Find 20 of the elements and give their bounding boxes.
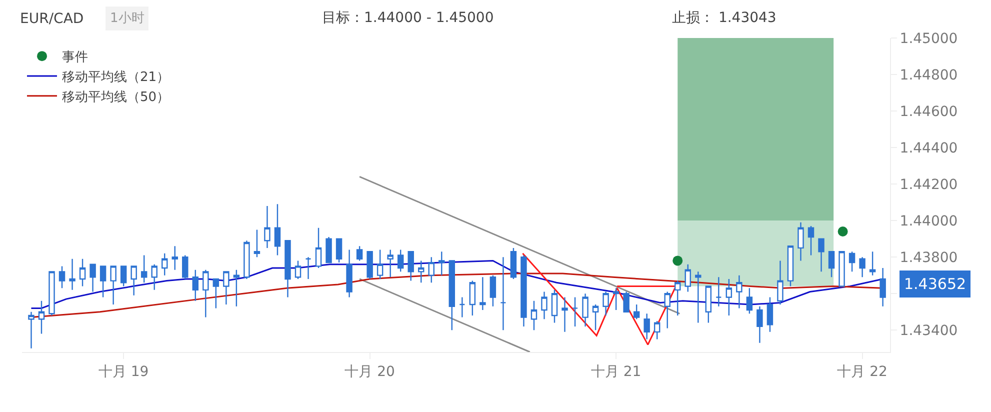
x-tick-label: 十月 21	[590, 364, 642, 380]
y-tick-label: 1.43800	[900, 250, 958, 266]
x-tick-label: 十月 22	[837, 364, 888, 380]
y-tick-label: 1.45000	[900, 30, 958, 47]
text: 目标：1.44000 - 1.45000	[322, 10, 494, 26]
y-tick-label: 1.44600	[900, 104, 958, 120]
annotation: 1.43652	[904, 275, 966, 293]
y-tick-label: 1.44400	[900, 140, 958, 156]
chart-subtitle: 1小时	[110, 11, 144, 26]
legend-label: 移动平均线（50）	[62, 90, 170, 105]
x-tick-label: 十月 20	[344, 364, 395, 380]
x-tick-label: 十月 19	[98, 364, 149, 380]
y-tick-label: 1.44200	[900, 176, 958, 193]
chart-title: EUR/CAD	[20, 10, 84, 27]
y-tick-label: 1.44000	[900, 213, 958, 230]
y-tick-label: 1.43400	[900, 322, 958, 339]
legend-label: 移动平均线（21）	[62, 70, 170, 86]
y-tick-label: 1.44800	[900, 67, 958, 84]
text: 止损： 1.43043	[672, 10, 776, 26]
legend-label: 事件	[62, 50, 88, 66]
